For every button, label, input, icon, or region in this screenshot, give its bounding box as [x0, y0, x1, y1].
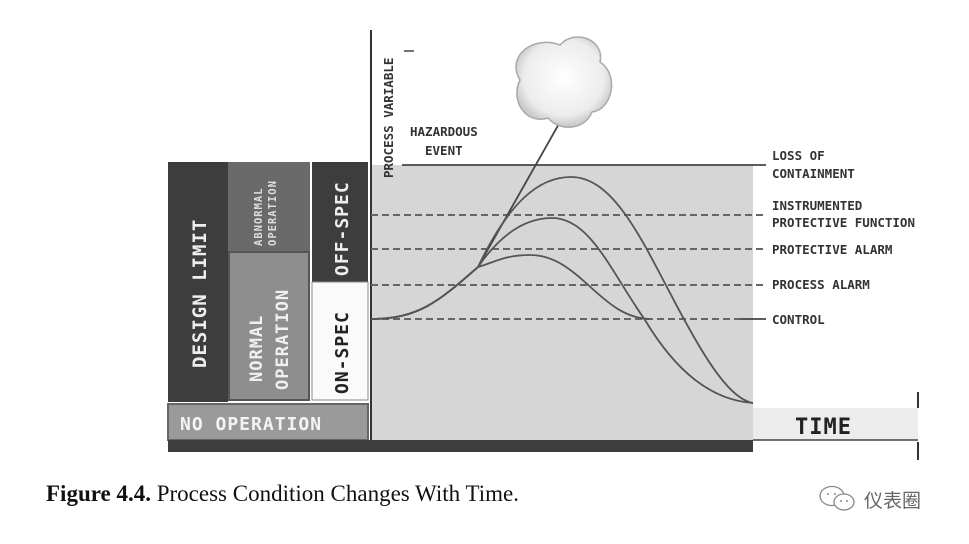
on-spec-block — [311, 281, 369, 401]
figure-caption: Figure 4.4. Process Condition Changes Wi… — [46, 481, 519, 507]
watermark-text: 仪表圈 — [864, 489, 922, 512]
loss-of-containment-label: CONTAINMENT — [772, 166, 855, 181]
normal-operation-label: NORMAL — [247, 315, 267, 382]
ipf-label: INSTRUMENTED — [772, 198, 862, 213]
design-limit-label: DESIGN LIMIT — [189, 219, 211, 368]
x-axis-label: TIME — [795, 415, 852, 440]
protective-alarm-label: PROTECTIVE ALARM — [772, 242, 892, 257]
curve-low — [370, 254, 651, 320]
off-spec-label: OFF-SPEC — [332, 181, 353, 276]
design-limit-block — [168, 162, 228, 402]
control-label: CONTROL — [772, 312, 825, 327]
y-axis-label: PROCESS VARIABLE — [381, 58, 396, 178]
normal-operation-label: OPERATION — [273, 289, 293, 390]
normal-operation-block — [228, 251, 310, 401]
wechat-icon — [819, 485, 855, 511]
abnormal-operation-label: OPERATION — [267, 180, 279, 246]
figure-number: Figure 4.4. — [46, 481, 151, 506]
ipf-label: PROTECTIVE FUNCTION — [772, 215, 915, 230]
time-bar — [753, 408, 918, 440]
hazardous-event-label: HAZARDOUS — [410, 124, 478, 139]
no-operation-label: NO OPERATION — [180, 414, 322, 435]
off-spec-block — [312, 162, 368, 282]
loss-of-containment-label: LOSS OF — [772, 148, 825, 163]
watermark: 仪表圈 — [818, 484, 921, 514]
abnormal-operation-block — [228, 162, 310, 252]
on-spec-label: ON-SPEC — [332, 311, 353, 394]
abnormal-operation-label: ABNORMAL — [253, 187, 265, 246]
caption-text: Process Condition Changes With Time. — [150, 481, 519, 506]
explosion-cloud-icon — [515, 36, 613, 128]
hazardous-event-label: EVENT — [425, 143, 463, 158]
plot-area — [370, 165, 753, 440]
process-alarm-label: PROCESS ALARM — [772, 277, 870, 292]
base-strip — [168, 440, 753, 452]
